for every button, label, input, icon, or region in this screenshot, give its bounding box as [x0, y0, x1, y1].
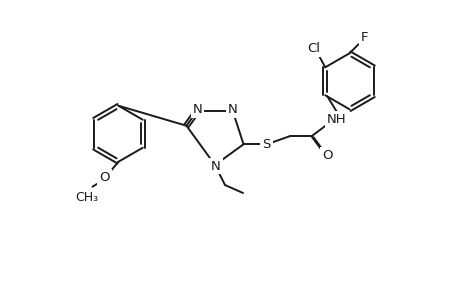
Text: O: O — [322, 149, 332, 162]
Text: N: N — [192, 103, 202, 116]
Text: N: N — [211, 160, 220, 172]
Text: S: S — [262, 138, 270, 151]
Text: F: F — [360, 31, 368, 44]
Text: NH: NH — [326, 113, 346, 126]
Text: N: N — [227, 103, 237, 116]
Text: Cl: Cl — [306, 42, 319, 55]
Text: CH₃: CH₃ — [75, 191, 98, 204]
Text: O: O — [99, 171, 110, 184]
